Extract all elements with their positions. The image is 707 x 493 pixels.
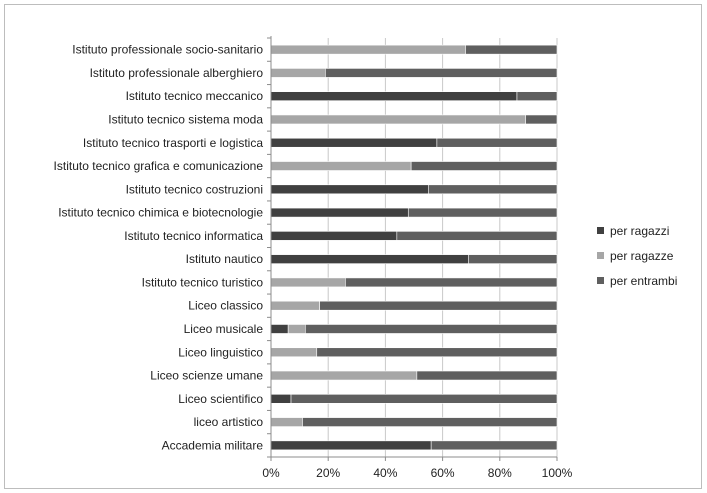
bar-segment-per-ragazzi	[270, 231, 398, 241]
category-label: Istituto professionale socio-sanitario	[72, 43, 263, 57]
axes	[267, 36, 558, 461]
x-tick-label: 100%	[542, 466, 573, 480]
bar-segment-per-entrambi	[302, 417, 558, 427]
category-label: Istituto tecnico meccanico	[126, 89, 264, 103]
bar-segment-per-ragazzi	[270, 254, 469, 264]
bar-segment-per-entrambi	[325, 68, 558, 78]
bar-segment-per-entrambi	[407, 207, 558, 218]
bar-segment-per-entrambi	[427, 184, 558, 195]
category-label: Liceo musicale	[184, 322, 264, 336]
bar-segment-per-ragazzi	[270, 207, 409, 218]
category-label: Istituto tecnico grafica e comunicazione	[54, 159, 264, 173]
category-label: Istituto tecnico turistico	[142, 275, 264, 289]
bar-segment-per-ragazze	[270, 277, 346, 288]
bar-segment-per-ragazzi	[270, 91, 518, 101]
category-label: Liceo classico	[188, 299, 263, 313]
x-tick-label: 40%	[373, 466, 397, 480]
bar-segment-per-ragazze	[270, 68, 326, 78]
x-tick-label: 0%	[262, 466, 280, 480]
legend-label: per entrambi	[610, 274, 677, 288]
bar-segment-per-ragazzi	[270, 394, 292, 404]
bar-segment-per-entrambi	[525, 114, 558, 125]
bar-segment-per-entrambi	[410, 161, 558, 171]
bars	[270, 44, 558, 451]
category-label: Liceo linguistico	[178, 345, 263, 359]
category-label: Istituto tecnico trasporti e logistica	[83, 136, 263, 150]
category-label: Istituto tecnico chimica e biotecnologie	[58, 206, 263, 220]
bar-segment-per-entrambi	[468, 254, 558, 264]
stacked-bar-chart: Istituto professionale socio-sanitario Is…	[54, 36, 677, 480]
bar-segment-per-ragazze	[270, 370, 418, 381]
bar-segment-per-entrambi	[305, 324, 558, 334]
bar-segment-per-ragazzi	[270, 184, 429, 195]
bar-segment-per-ragazzi	[270, 137, 438, 148]
bar-segment-per-entrambi	[319, 300, 558, 311]
x-tick-labels: 0% 20% 40% 60% 80% 100%	[262, 466, 572, 480]
bar-segment-per-entrambi	[465, 44, 558, 55]
bar-segment-per-entrambi	[345, 277, 558, 288]
category-label: Istituto tecnico informatica	[124, 229, 263, 243]
chart-frame: Istituto professionale socio-sanitario Is…	[4, 4, 702, 489]
legend-label: per ragazzi	[610, 224, 669, 238]
legend: per ragazzi per ragazze per entrambi	[597, 224, 677, 288]
legend-swatch	[597, 252, 604, 259]
legend-label: per ragazze	[610, 249, 674, 263]
bar-segment-per-ragazze	[270, 417, 303, 427]
bar-segment-per-entrambi	[436, 137, 558, 148]
category-label: liceo artistico	[194, 415, 264, 429]
bar-segment-per-entrambi	[416, 370, 558, 381]
bar-segment-per-ragazze	[287, 324, 306, 334]
bar-segment-per-entrambi	[430, 440, 558, 451]
bar-segment-per-ragazze	[270, 114, 526, 125]
bar-segment-per-ragazze	[270, 161, 412, 171]
bar-segment-per-entrambi	[396, 231, 558, 241]
category-label: Accademia militare	[162, 438, 264, 452]
legend-swatch	[597, 227, 604, 234]
bar-segment-per-entrambi	[516, 91, 558, 101]
bar-segment-per-ragazze	[270, 347, 318, 358]
x-tick-label: 80%	[488, 466, 512, 480]
bar-segment-per-ragazzi	[270, 440, 432, 451]
category-labels: Istituto professionale socio-sanitario Is…	[54, 43, 264, 453]
x-tick-label: 60%	[431, 466, 455, 480]
category-label: Istituto tecnico costruzioni	[126, 182, 263, 196]
bar-segment-per-ragazze	[270, 44, 466, 55]
bar-segment-per-entrambi	[290, 394, 558, 404]
category-label: Istituto tecnico sistema moda	[108, 112, 263, 126]
bar-segment-per-ragazze	[270, 300, 320, 311]
bar-segment-per-ragazzi	[270, 324, 289, 334]
x-tick-label: 20%	[316, 466, 340, 480]
category-label: Istituto professionale alberghiero	[90, 66, 264, 80]
category-label: Istituto nautico	[186, 252, 264, 266]
category-label: Liceo scienze umane	[150, 369, 263, 383]
bar-segment-per-entrambi	[316, 347, 558, 358]
category-label: Liceo scientifico	[178, 392, 263, 406]
legend-swatch	[597, 277, 604, 284]
